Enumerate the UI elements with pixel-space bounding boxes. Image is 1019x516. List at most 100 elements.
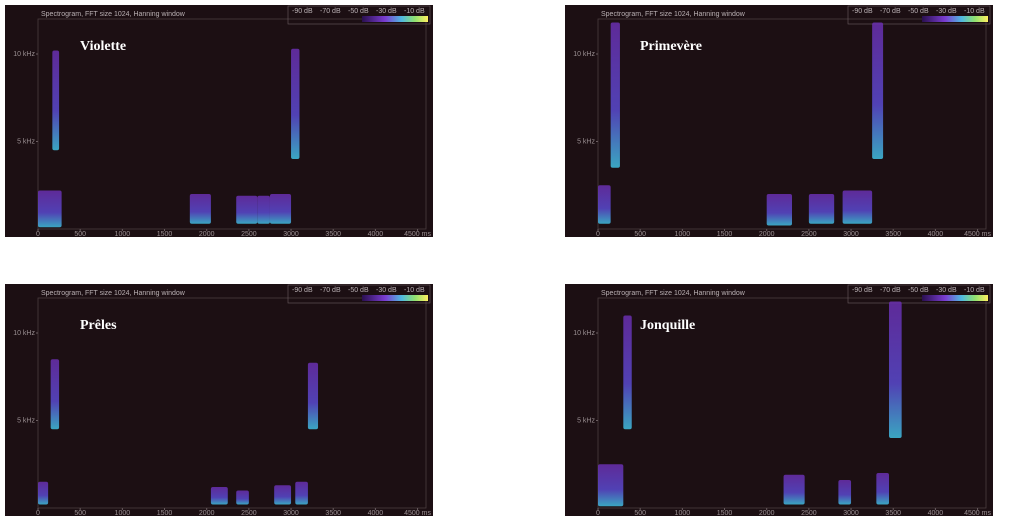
x-tick-label: 2000: [759, 510, 775, 516]
y-tick-label: 10 kHz: [573, 51, 595, 58]
colorbar: [922, 295, 988, 301]
panel-background: [5, 5, 433, 237]
burst: [51, 359, 59, 429]
x-tick-label: 3500: [325, 231, 341, 238]
panel-label: Jonquille: [640, 318, 695, 333]
burst: [843, 191, 873, 224]
x-tick-label: 500: [74, 231, 86, 238]
y-tick-label: 10 kHz: [573, 330, 595, 337]
x-tick-label: 4500 ms: [404, 510, 431, 516]
x-tick-label: 2500: [241, 231, 257, 238]
colorbar-label: -10 dB: [404, 8, 425, 15]
panel-label: Primevère: [640, 39, 702, 54]
x-tick-label: 4000: [368, 231, 384, 238]
x-tick-label: 4000: [928, 231, 944, 238]
colorbar-label: -10 dB: [404, 287, 425, 294]
burst: [236, 196, 257, 224]
burst: [308, 363, 318, 430]
burst: [876, 473, 889, 505]
panel-header: Spectrogram, FFT size 1024, Hanning wind…: [601, 290, 746, 297]
x-tick-label: 3000: [843, 510, 859, 516]
x-tick-label: 1000: [115, 510, 131, 516]
panel-header: Spectrogram, FFT size 1024, Hanning wind…: [41, 290, 186, 297]
x-tick-label: 3500: [885, 510, 901, 516]
x-tick-label: 2500: [801, 510, 817, 516]
burst: [598, 464, 623, 506]
colorbar-label: -10 dB: [964, 287, 985, 294]
colorbar-label: -30 dB: [936, 8, 957, 15]
colorbar: [362, 16, 428, 22]
panel-label: Prêles: [80, 318, 117, 333]
y-tick-label: 5 kHz: [577, 417, 595, 424]
panel-header: Spectrogram, FFT size 1024, Hanning wind…: [601, 11, 746, 18]
x-tick-label: 3000: [843, 231, 859, 238]
burst: [38, 191, 62, 228]
x-tick-label: 3000: [283, 231, 299, 238]
burst: [236, 491, 249, 505]
x-tick-label: 4500 ms: [964, 510, 991, 516]
colorbar-label: -90 dB: [852, 287, 873, 294]
colorbar-label: -30 dB: [936, 287, 957, 294]
x-tick-label: 1000: [675, 231, 691, 238]
x-tick-label: 3500: [325, 510, 341, 516]
colorbar: [922, 16, 988, 22]
colorbar-label: -30 dB: [376, 8, 397, 15]
burst: [872, 23, 883, 160]
burst: [291, 49, 299, 159]
burst: [889, 302, 902, 439]
x-tick-label: 500: [74, 510, 86, 516]
burst: [52, 51, 59, 151]
spectrogram-panel: Spectrogram, FFT size 1024, Hanning wind…: [5, 5, 433, 238]
burst: [211, 487, 228, 505]
x-tick-label: 4500 ms: [404, 231, 431, 238]
x-tick-label: 3500: [885, 231, 901, 238]
y-tick-label: 5 kHz: [17, 417, 35, 424]
x-tick-label: 0: [596, 231, 600, 238]
x-tick-label: 1500: [717, 231, 733, 238]
x-tick-label: 0: [36, 231, 40, 238]
x-tick-label: 1500: [157, 231, 173, 238]
colorbar-label: -10 dB: [964, 8, 985, 15]
x-tick-label: 4500 ms: [964, 231, 991, 238]
burst: [274, 485, 291, 504]
burst: [190, 194, 211, 224]
burst: [295, 482, 308, 505]
y-tick-label: 5 kHz: [577, 138, 595, 145]
x-tick-label: 3000: [283, 510, 299, 516]
x-tick-label: 2500: [241, 510, 257, 516]
x-tick-label: 2500: [801, 231, 817, 238]
x-tick-label: 500: [634, 231, 646, 238]
x-tick-label: 2000: [759, 231, 775, 238]
burst: [838, 480, 851, 505]
burst: [784, 475, 805, 505]
spectrogram-panel: Spectrogram, FFT size 1024, Hanning wind…: [565, 5, 993, 238]
colorbar-label: -70 dB: [320, 287, 341, 294]
panel-background: [5, 284, 433, 516]
panel-header: Spectrogram, FFT size 1024, Hanning wind…: [41, 11, 186, 18]
colorbar-label: -90 dB: [292, 287, 313, 294]
x-tick-label: 2000: [199, 510, 215, 516]
colorbar: [362, 295, 428, 301]
burst: [38, 482, 48, 505]
colorbar-label: -90 dB: [852, 8, 873, 15]
colorbar-label: -50 dB: [908, 287, 929, 294]
burst: [809, 194, 834, 224]
colorbar-label: -90 dB: [292, 8, 313, 15]
y-tick-label: 10 kHz: [13, 330, 35, 337]
x-tick-label: 0: [596, 510, 600, 516]
x-tick-label: 2000: [199, 231, 215, 238]
panel-label: Violette: [80, 39, 126, 54]
x-tick-label: 500: [634, 510, 646, 516]
x-tick-label: 0: [36, 510, 40, 516]
colorbar-label: -50 dB: [348, 8, 369, 15]
burst: [270, 194, 291, 224]
burst: [623, 316, 631, 430]
x-tick-label: 4000: [928, 510, 944, 516]
y-tick-label: 5 kHz: [17, 138, 35, 145]
spectrogram-panel: Spectrogram, FFT size 1024, Hanning wind…: [5, 284, 433, 516]
x-tick-label: 1500: [717, 510, 733, 516]
colorbar-label: -70 dB: [320, 8, 341, 15]
x-tick-label: 1000: [675, 510, 691, 516]
colorbar-label: -70 dB: [880, 287, 901, 294]
burst: [611, 23, 620, 168]
